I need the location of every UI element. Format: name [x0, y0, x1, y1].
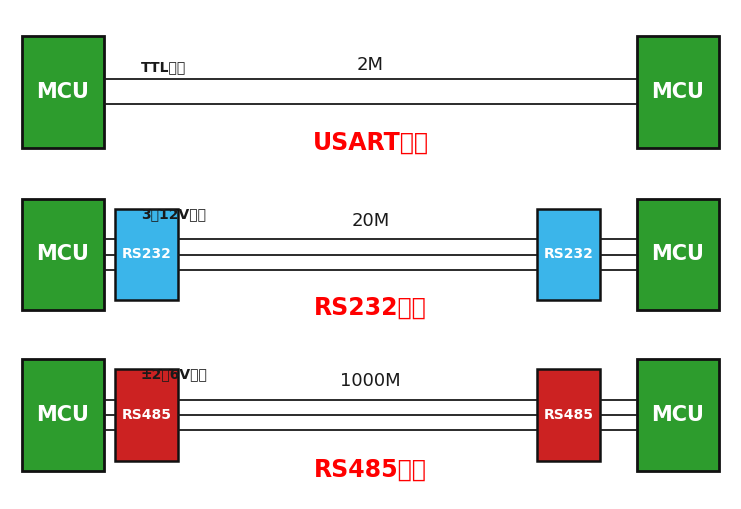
Bar [22, 359, 104, 471]
Text: 3～12V单端: 3～12V单端 [141, 207, 206, 221]
Text: MCU: MCU [651, 81, 705, 102]
Text: MCU: MCU [36, 244, 90, 265]
Text: ±2～6V差分: ±2～6V差分 [141, 366, 207, 381]
Text: USART直连: USART直连 [313, 130, 428, 155]
Bar [537, 209, 600, 300]
Bar [115, 369, 178, 461]
Text: RS485: RS485 [122, 408, 171, 422]
Bar [22, 199, 104, 310]
Text: RS232: RS232 [544, 247, 594, 262]
Text: 1000M: 1000M [340, 373, 401, 390]
Text: RS485连接: RS485连接 [314, 457, 427, 482]
Text: RS232连接: RS232连接 [314, 296, 427, 320]
Text: RS485: RS485 [544, 408, 594, 422]
Bar [22, 36, 104, 148]
Bar [637, 36, 719, 148]
Text: MCU: MCU [36, 405, 90, 425]
Text: MCU: MCU [651, 244, 705, 265]
Bar [637, 199, 719, 310]
Bar [637, 359, 719, 471]
Bar [537, 369, 600, 461]
Text: TTL电平: TTL电平 [141, 60, 186, 74]
Text: MCU: MCU [36, 81, 90, 102]
Text: RS232: RS232 [122, 247, 171, 262]
Text: MCU: MCU [651, 405, 705, 425]
Text: 2M: 2M [357, 56, 384, 74]
Bar [115, 209, 178, 300]
Text: 20M: 20M [351, 212, 390, 230]
